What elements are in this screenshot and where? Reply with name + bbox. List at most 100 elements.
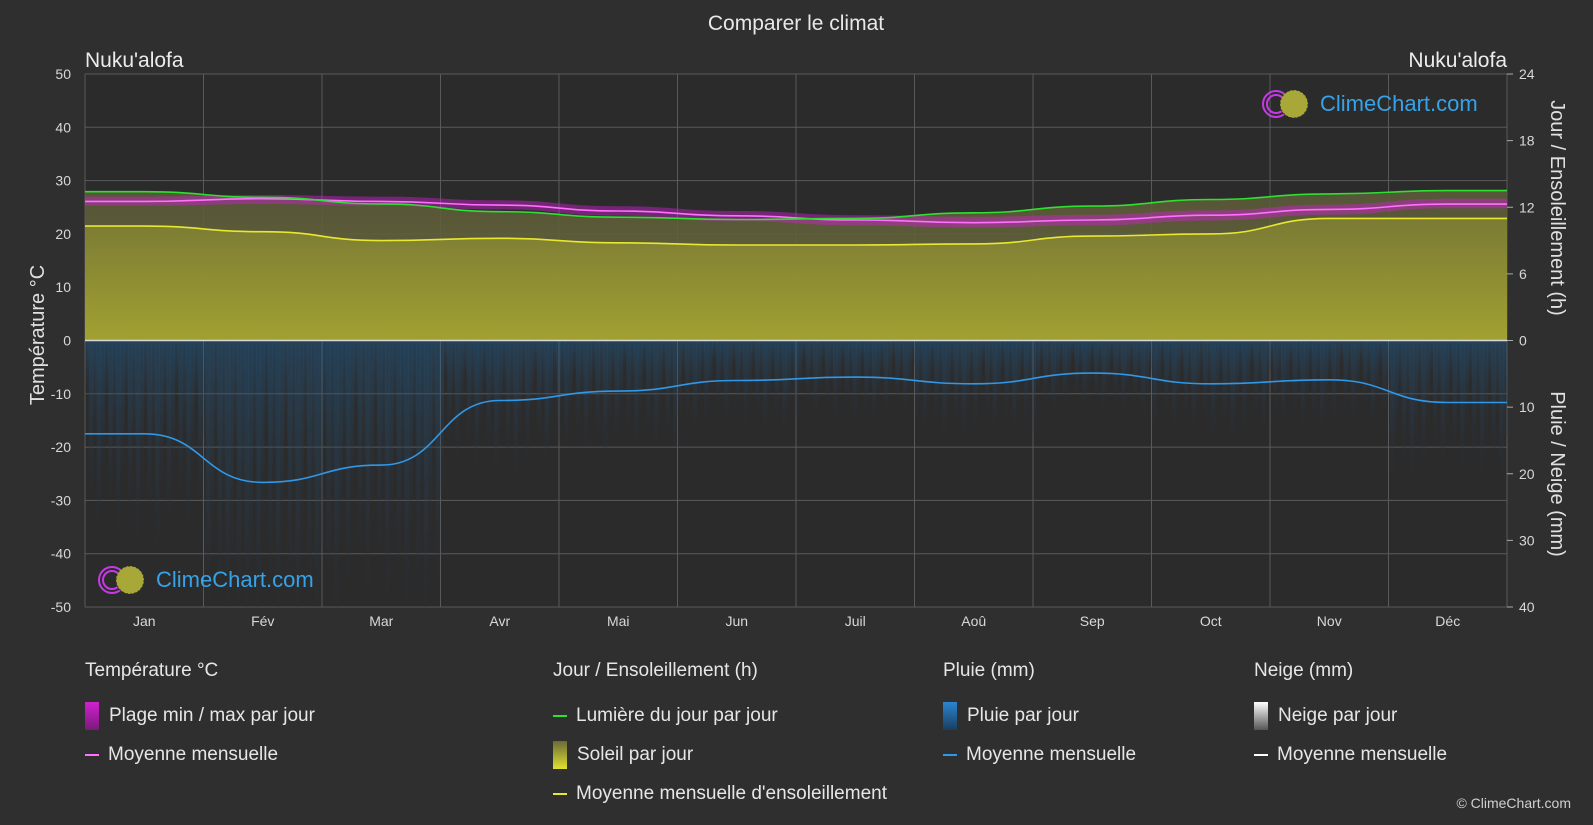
rain-bar <box>1222 340 1227 420</box>
rain-bar <box>1405 340 1410 414</box>
right-axis-bottom-label: Pluie / Neige (mm) <box>1546 391 1568 557</box>
x-tick-label: Avr <box>489 613 510 629</box>
rain-bar <box>938 340 943 389</box>
legend-swatch <box>85 701 99 730</box>
rain-bar <box>459 340 464 420</box>
rain-bar <box>614 340 620 436</box>
rain-bar <box>1359 340 1364 367</box>
rain-bar <box>490 340 495 407</box>
rain-bar <box>677 340 682 415</box>
rain-bar <box>1136 340 1142 379</box>
rain-bar <box>1113 340 1118 398</box>
rain-bar <box>907 340 912 389</box>
rain-bar <box>696 340 701 402</box>
rain-bar <box>135 340 140 537</box>
rain-bar <box>564 340 569 444</box>
rain-bar <box>770 340 775 374</box>
rain-bar <box>517 340 522 433</box>
rain-bar <box>809 340 814 376</box>
x-tick-label: Oct <box>1200 613 1222 629</box>
rain-bar <box>1440 340 1446 462</box>
legend-label: Moyenne mensuelle d'ensoleillement <box>576 782 887 804</box>
rain-bar <box>1397 340 1403 391</box>
rain-bar <box>1491 340 1496 453</box>
rain-bar <box>455 340 460 458</box>
rain-bar <box>1331 340 1336 415</box>
rain-bar <box>1246 340 1251 395</box>
legend-label: Soleil par jour <box>577 743 694 765</box>
logo-text: ClimeChart.com <box>156 567 314 592</box>
x-tick-label: Jun <box>725 613 748 629</box>
rain-bar <box>879 340 885 373</box>
logo-text: ClimeChart.com <box>1320 91 1478 116</box>
rain-bar <box>708 340 713 391</box>
legend-title: Température °C <box>85 660 219 681</box>
rain-bar <box>1366 340 1371 381</box>
rain-bar <box>1016 340 1021 401</box>
rain-bar <box>949 340 955 376</box>
rain-bar <box>669 340 674 397</box>
rain-bar <box>174 340 179 397</box>
rain-bar <box>1195 340 1200 401</box>
rain-bar <box>120 340 125 470</box>
rain-bar <box>653 340 659 444</box>
rain-bar <box>96 340 101 524</box>
rain-bar <box>1394 340 1399 431</box>
left-tick-label: -30 <box>51 492 71 508</box>
rain-bar <box>782 340 787 428</box>
rain-bar <box>1133 340 1138 400</box>
rain-bar <box>1479 340 1484 471</box>
rain-bar <box>946 340 951 404</box>
rain-bar <box>630 340 635 389</box>
rain-bar <box>1156 340 1161 395</box>
right-axis-top-label: Jour / Ensoleillement (h) <box>1546 100 1568 316</box>
rain-bar <box>470 340 475 403</box>
rain-bar <box>727 340 733 393</box>
right-tick-label: 30 <box>1519 532 1535 548</box>
rain-bar <box>852 340 857 418</box>
legend-group-snow: Neige (mm) Neige par jour Moyenne mensue… <box>1254 660 1447 774</box>
rain-bar <box>501 340 507 390</box>
rain-bar <box>692 340 698 428</box>
rain-bar <box>1320 340 1325 426</box>
rain-bar <box>482 340 487 385</box>
rain-bar <box>572 340 577 379</box>
rain-bar <box>412 340 417 442</box>
rain-bar <box>209 340 214 538</box>
rain-bar <box>661 340 666 379</box>
legend-title: Neige (mm) <box>1254 660 1354 681</box>
rain-bar <box>1436 340 1442 400</box>
rain-bar <box>618 340 623 404</box>
right-tick-label: 12 <box>1519 199 1535 215</box>
rain-bar <box>1343 340 1348 404</box>
rain-bar <box>548 340 553 420</box>
rain-monthly-mean-line <box>84 372 1507 484</box>
rain-bar <box>1273 340 1278 407</box>
rain-bar <box>322 340 327 442</box>
rain-bar <box>762 340 768 425</box>
rain-bar <box>486 340 491 445</box>
rain-bar <box>899 340 904 376</box>
legend-group-sunshine: Jour / Ensoleillement (h) Lumière du jou… <box>553 660 887 813</box>
rain-bar <box>330 340 335 487</box>
rain-bar <box>1148 340 1153 370</box>
legend-swatch <box>85 753 99 756</box>
rain-bar <box>1433 340 1438 440</box>
rain-bar <box>860 340 865 371</box>
rain-bar <box>1078 340 1083 372</box>
rain-bar <box>1168 340 1173 382</box>
legend-group-rain: Pluie (mm) Pluie par jour Moyenne mensue… <box>943 660 1136 774</box>
rain-bar <box>400 340 405 478</box>
rain-bar <box>825 340 830 402</box>
rain-bar <box>891 340 896 363</box>
rain-bar <box>813 340 818 413</box>
rain-bar <box>1460 340 1465 467</box>
rain-bar <box>466 340 472 441</box>
rain-bar <box>739 340 744 382</box>
rain-bar <box>930 340 935 373</box>
rain-bar <box>1187 340 1192 385</box>
right-tick-label: 6 <box>1519 266 1527 282</box>
rain-bar <box>646 340 651 426</box>
rain-bar <box>1277 340 1282 381</box>
legend-title: Jour / Ensoleillement (h) <box>553 660 758 681</box>
